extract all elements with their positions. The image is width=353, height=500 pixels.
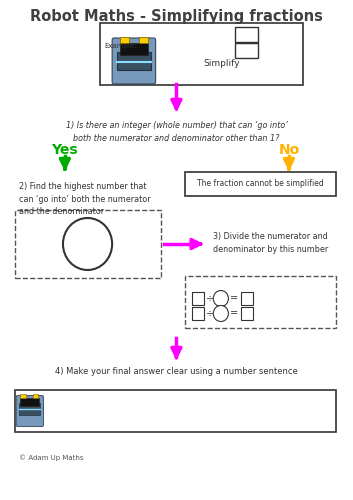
FancyBboxPatch shape <box>192 307 204 320</box>
Text: The fraction cannot be simplified: The fraction cannot be simplified <box>197 180 324 188</box>
Text: ÷: ÷ <box>207 294 215 304</box>
Text: Simplify: Simplify <box>204 58 240 68</box>
Circle shape <box>213 306 228 322</box>
Text: =: = <box>230 294 238 304</box>
Text: 4) Make your final answer clear using a number sentence: 4) Make your final answer clear using a … <box>55 368 298 376</box>
FancyBboxPatch shape <box>100 23 303 85</box>
Bar <box>15 210 161 278</box>
FancyBboxPatch shape <box>185 172 336 196</box>
Text: Robot Maths - Simplifying fractions: Robot Maths - Simplifying fractions <box>30 8 323 24</box>
FancyBboxPatch shape <box>241 292 253 305</box>
FancyBboxPatch shape <box>235 27 258 42</box>
FancyBboxPatch shape <box>33 394 38 398</box>
Circle shape <box>63 218 112 270</box>
FancyBboxPatch shape <box>15 390 336 432</box>
Text: 2) Find the highest number that
can ‘go into’ both the numerator
and the denomin: 2) Find the highest number that can ‘go … <box>19 182 151 216</box>
Text: © Adam Up Maths: © Adam Up Maths <box>19 454 84 462</box>
Text: No: No <box>278 143 300 157</box>
Circle shape <box>213 290 228 306</box>
Text: =: = <box>230 308 238 318</box>
Text: ÷: ÷ <box>207 308 215 318</box>
Text: 3) Divide the numerator and
denominator by this number: 3) Divide the numerator and denominator … <box>213 232 329 254</box>
FancyBboxPatch shape <box>20 398 39 406</box>
FancyBboxPatch shape <box>235 43 258 58</box>
FancyBboxPatch shape <box>112 38 156 84</box>
FancyBboxPatch shape <box>192 292 204 305</box>
FancyBboxPatch shape <box>20 394 26 398</box>
Bar <box>185 276 336 328</box>
Text: Example:: Example: <box>104 43 137 49</box>
FancyBboxPatch shape <box>120 43 148 55</box>
FancyBboxPatch shape <box>16 396 44 426</box>
Text: 1) Is there an integer (whole number) that can ‘go into’
both the numerator and : 1) Is there an integer (whole number) th… <box>66 121 287 143</box>
FancyBboxPatch shape <box>241 307 253 320</box>
FancyBboxPatch shape <box>139 37 148 43</box>
FancyBboxPatch shape <box>117 52 151 70</box>
FancyBboxPatch shape <box>120 37 129 43</box>
Text: Yes: Yes <box>52 143 78 157</box>
FancyBboxPatch shape <box>19 403 40 415</box>
